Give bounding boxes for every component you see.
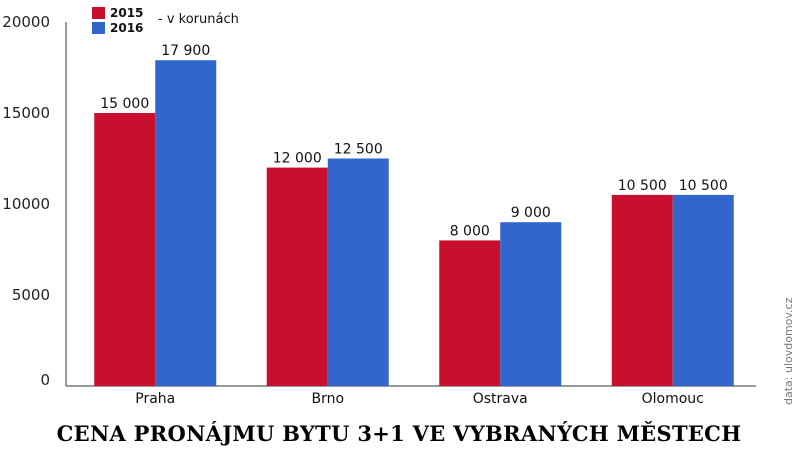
legend-swatch-2016 bbox=[92, 22, 105, 34]
data-label: 9 000 bbox=[511, 205, 551, 221]
legend-label: 2016 bbox=[110, 21, 143, 35]
bar-2015-olomouc bbox=[611, 194, 673, 386]
y-tick-label: 0 bbox=[40, 371, 50, 389]
bars: 15 000 17 900 12 000 12 500 8 000 9 000 10 500… bbox=[94, 43, 734, 386]
legend-label: 2015 bbox=[110, 6, 143, 20]
bar-2015-ostrava bbox=[439, 240, 501, 386]
y-tick-label: 20000 bbox=[2, 13, 50, 31]
bar-2016-brno bbox=[327, 158, 389, 386]
y-tick-label: 5000 bbox=[12, 286, 50, 304]
source-note: data: ulovdomov.cz bbox=[782, 297, 795, 405]
data-label: 12 500 bbox=[334, 142, 383, 158]
category-label: Ostrava bbox=[473, 391, 528, 407]
y-tick-label: 15000 bbox=[2, 104, 50, 122]
data-label: 8 000 bbox=[450, 223, 490, 239]
category-label: Olomouc bbox=[642, 391, 704, 407]
data-label: 12 000 bbox=[273, 151, 322, 167]
unit-note: - v korunách bbox=[158, 12, 239, 27]
legend-swatch-2015 bbox=[92, 7, 105, 19]
y-tick-label: 10000 bbox=[2, 195, 50, 213]
bar-2016-ostrava bbox=[500, 222, 562, 386]
y-axis-ticks: 0 5000 10000 15000 20000 bbox=[2, 13, 50, 389]
data-label: 17 900 bbox=[161, 43, 210, 59]
chart-title: CENA PRONÁJMU BYTU 3+1 VE VYBRANÝCH MĚST… bbox=[57, 421, 742, 446]
category-labels: Praha Brno Ostrava Olomouc bbox=[135, 391, 704, 407]
bar-2016-praha bbox=[155, 60, 217, 386]
category-label: Brno bbox=[311, 391, 344, 407]
data-label: 15 000 bbox=[100, 96, 149, 112]
bar-2016-olomouc bbox=[672, 194, 734, 386]
data-label: 10 500 bbox=[618, 178, 667, 194]
data-label: 10 500 bbox=[679, 178, 728, 194]
category-label: Praha bbox=[135, 391, 175, 407]
bar-2015-praha bbox=[94, 113, 156, 386]
bar-2015-brno bbox=[266, 167, 328, 386]
